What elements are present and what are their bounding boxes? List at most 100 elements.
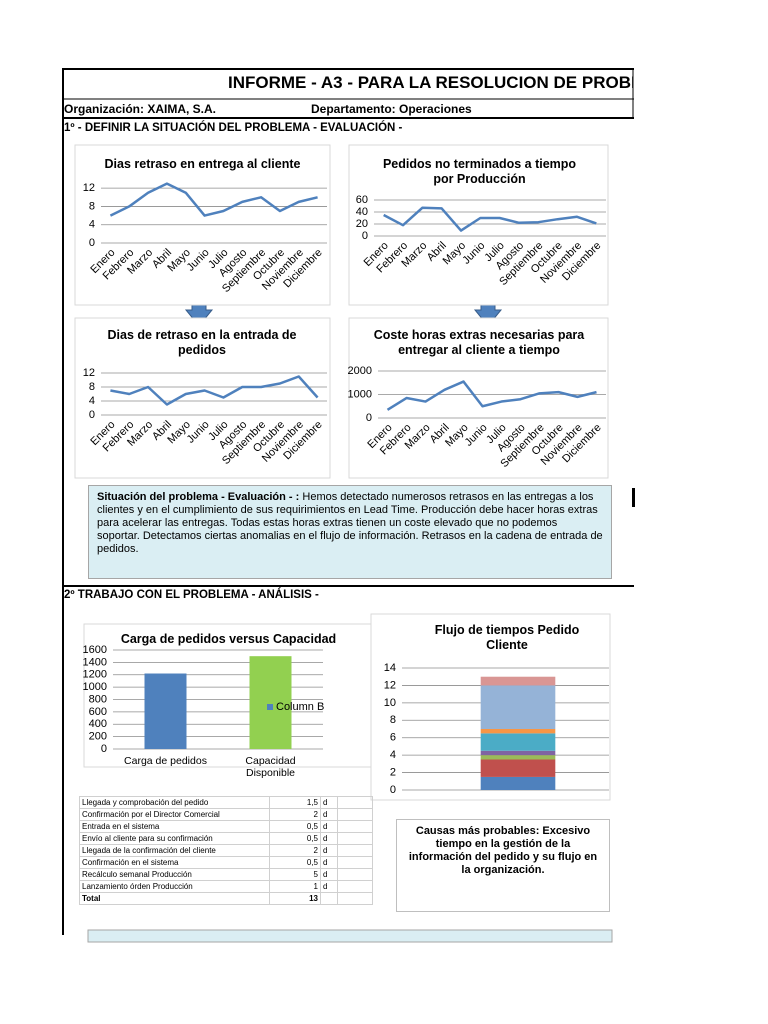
step-unit: d — [320, 820, 338, 833]
y-tick-label: 20 — [356, 218, 368, 230]
y-tick-label: 8 — [89, 200, 95, 212]
chart-frame — [348, 317, 609, 479]
x-tick-label: Carga de pedidos — [124, 755, 207, 767]
y-tick-label: 12 — [83, 182, 95, 194]
data-line — [109, 182, 318, 217]
table-row: Llegada de la confirmación del cliente 2 d — [79, 844, 373, 857]
step-label: Lanzamiento órden Producción — [79, 880, 270, 893]
y-tick-label: 0 — [89, 409, 95, 421]
summary-label: Situación del problema - Evaluación - : — [97, 491, 300, 503]
chart-title: Coste horas extras necesarias para entre… — [373, 328, 585, 357]
step-label: Llegada y comprobación del pedido — [79, 796, 270, 809]
chart-title: Pedidos no terminados a tiempo por Produ… — [382, 157, 577, 186]
chart-title: Flujo de tiempos Pedido Cliente — [434, 623, 580, 652]
y-tick-label: 4 — [89, 219, 95, 231]
table-row: Total 13 — [79, 892, 373, 905]
y-tick-label: 12 — [83, 367, 95, 379]
y-tick-label: 0 — [362, 230, 368, 242]
summary-text: Hemos detectado numerosos retrasos en la… — [97, 491, 603, 555]
y-tick-label: 14 — [384, 662, 396, 674]
step-unit: d — [320, 844, 338, 857]
time-table: Llegada y comprobación del pedido 1,5 d Con… — [79, 796, 373, 905]
step-unit: d — [320, 880, 338, 893]
bar-segment — [480, 759, 556, 777]
bar-segment — [480, 776, 556, 790]
y-tick-label: 1000 — [83, 681, 107, 693]
organization: Organización: XAIMA, S.A. — [64, 102, 217, 116]
bar — [144, 673, 187, 749]
y-tick-label: 60 — [356, 194, 368, 206]
bar-segment — [480, 755, 556, 760]
y-tick-label: 1000 — [348, 388, 372, 400]
x-tick-label: Capacidad Disponible — [245, 755, 296, 779]
y-tick-label: 4 — [390, 749, 396, 761]
data-line — [386, 380, 597, 411]
data-line — [383, 206, 597, 232]
blank-cell — [337, 844, 373, 857]
y-tick-label: 0 — [101, 743, 107, 755]
y-tick-label: 1400 — [83, 656, 107, 668]
section-heading: 2º TRABAJO CON EL PROBLEMA - ANÁLISIS - — [64, 589, 319, 601]
chart-title: Carga de pedidos versus Capacidad — [120, 632, 337, 646]
blank-cell — [337, 832, 373, 845]
report-title: INFORME - A3 - PARA LA RESOLUCION DE PRO… — [228, 73, 633, 92]
step-days: 2 — [269, 844, 321, 857]
blank-cell — [337, 856, 373, 869]
step-label: Entrada en el sistema — [79, 820, 270, 833]
cell-marker — [632, 488, 635, 507]
bar — [249, 656, 292, 749]
table-row: Confirmación por el Director Comercial 2 d — [79, 808, 373, 821]
section-heading: 1º - DEFINIR LA SITUACIÓN DEL PROBLEMA -… — [64, 122, 403, 134]
blank-cell — [337, 820, 373, 833]
y-tick-label: 6 — [390, 732, 396, 744]
data-line — [110, 375, 319, 406]
chart-frame — [83, 623, 374, 768]
step-label: Confirmación por el Director Comercial — [79, 808, 270, 821]
blank-cell — [337, 880, 373, 893]
y-tick-label: 800 — [89, 693, 107, 705]
y-tick-label: 12 — [384, 679, 396, 691]
table-row: Recálculo semanal Producción 5 d — [79, 868, 373, 881]
total-label: Total — [79, 892, 270, 905]
y-tick-label: 1200 — [83, 669, 107, 681]
step-days: 0,5 — [269, 820, 321, 833]
y-tick-label: 40 — [356, 206, 368, 218]
table-row: Llegada y comprobación del pedido 1,5 d — [79, 796, 373, 809]
step-unit: d — [320, 796, 338, 809]
step-days: 0,5 — [269, 856, 321, 869]
step-days: 5 — [269, 868, 321, 881]
step-label: Envío al cliente para su confirmación — [79, 832, 270, 845]
y-tick-label: 400 — [89, 718, 107, 730]
table-row: Entrada en el sistema 0,5 d — [79, 820, 373, 833]
y-tick-label: 0 — [366, 412, 372, 424]
step-label: Llegada de la confirmación del cliente — [79, 844, 270, 857]
y-tick-label: 2 — [390, 766, 396, 778]
table-row: Envío al cliente para su confirmación 0,5… — [79, 832, 373, 845]
step-unit: d — [320, 856, 338, 869]
step-label: Recálculo semanal Producción — [79, 868, 270, 881]
y-tick-label: 1600 — [83, 644, 107, 656]
legend-label: Column B — [276, 701, 324, 713]
bar-segment — [480, 676, 556, 686]
summary-box: Situación del problema - Evaluación - : … — [88, 485, 612, 579]
chart-title: Dias de retraso en la entrada de pedidos — [107, 328, 297, 357]
y-tick-label: 0 — [390, 784, 396, 796]
step-days: 0,5 — [269, 832, 321, 845]
blank-cell — [337, 796, 373, 809]
step-days: 1,5 — [269, 796, 321, 809]
step-unit: d — [320, 868, 338, 881]
y-tick-label: 600 — [89, 706, 107, 718]
blank-cell — [337, 892, 373, 905]
bar-segment — [480, 733, 556, 751]
chart-frame — [74, 317, 331, 479]
legend-swatch — [267, 704, 273, 710]
y-tick-label: 4 — [89, 395, 95, 407]
blank-cell — [337, 868, 373, 881]
y-tick-label: 8 — [89, 381, 95, 393]
bar-segment — [480, 750, 556, 756]
step-unit: d — [320, 832, 338, 845]
chart-frame — [348, 144, 609, 306]
step-label: Confirmación en el sistema — [79, 856, 270, 869]
step-days: 1 — [269, 880, 321, 893]
